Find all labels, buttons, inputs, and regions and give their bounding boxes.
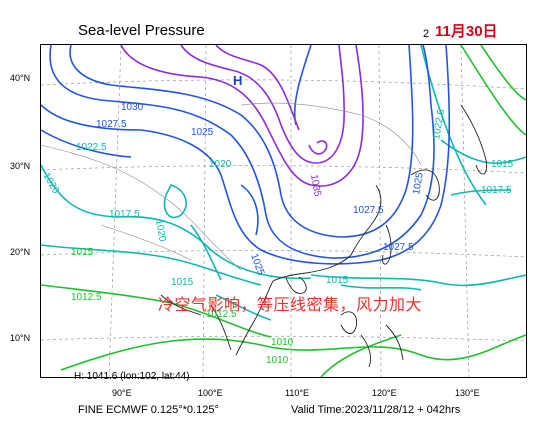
lon-label-100: 100°E [198, 388, 223, 398]
date-label: 11月30日 [435, 23, 498, 40]
contour-label: 1017.5 [109, 209, 140, 220]
contour-label: 1030 [121, 102, 144, 113]
contour-label: 1012.5 [71, 292, 102, 303]
date-small: 2 [423, 28, 430, 40]
map-canvas: 1030 1027.5 1025 1022.5 1020 1017.5 1015… [41, 45, 526, 377]
annotation-text: 冷空气影响，等压线密集，风力加大 [158, 297, 423, 314]
contour-label: 1012.5 [206, 309, 237, 320]
lon-label-90: 90°E [112, 388, 132, 398]
lat-label-30: 30°N [10, 161, 31, 171]
lat-label-20: 20°N [10, 247, 31, 257]
contour-label: 1010 [266, 355, 289, 366]
contour-label: 1027.5 [383, 242, 414, 253]
model-label: FINE ECMWF 0.125°*0.125° [78, 404, 219, 416]
lat-label-40: 40°N [10, 73, 31, 83]
lon-label-130: 130°E [455, 388, 480, 398]
isobars-green [41, 45, 526, 377]
contour-label: 1015 [491, 159, 514, 170]
contour-label: 1020 [153, 219, 168, 243]
isobars-blue [41, 45, 451, 265]
contour-label: 1017.5 [481, 185, 512, 196]
coastlines [160, 104, 488, 368]
graticule [41, 45, 526, 377]
contour-label: 1015 [71, 247, 94, 258]
contour-label: 1035 [308, 174, 323, 198]
lon-label-120: 120°E [372, 388, 397, 398]
contour-label: 1027.5 [96, 119, 127, 130]
lon-label-110: 110°E [285, 388, 309, 398]
contour-label: 1027.5 [353, 205, 384, 216]
isobars-purple [120, 45, 364, 187]
contour-label: 1010 [271, 337, 294, 348]
high-pressure-marker: H [233, 73, 242, 88]
pressure-map[interactable]: 1030 1027.5 1025 1022.5 1020 1017.5 1015… [40, 44, 527, 378]
contour-label: 1015 [171, 277, 194, 288]
contour-label: 1015 [326, 275, 349, 286]
borders [41, 102, 422, 271]
high-info: H: 1041.6 (lon:102, lat:44) [74, 371, 190, 382]
isobars-teal [41, 45, 526, 321]
valid-time: Valid Time:2023/11/28/12 + 042hrs [291, 404, 461, 416]
chart-title: Sea-level Pressure [78, 22, 205, 39]
lat-label-10: 10°N [10, 333, 31, 343]
contour-label: 1022.5 [431, 108, 447, 140]
contour-label: 1022.5 [76, 142, 107, 153]
contour-label: 1025 [248, 252, 266, 277]
contour-label: 1025 [411, 171, 426, 195]
contour-label: 1025 [191, 127, 214, 138]
contour-label: 1020 [209, 159, 232, 170]
